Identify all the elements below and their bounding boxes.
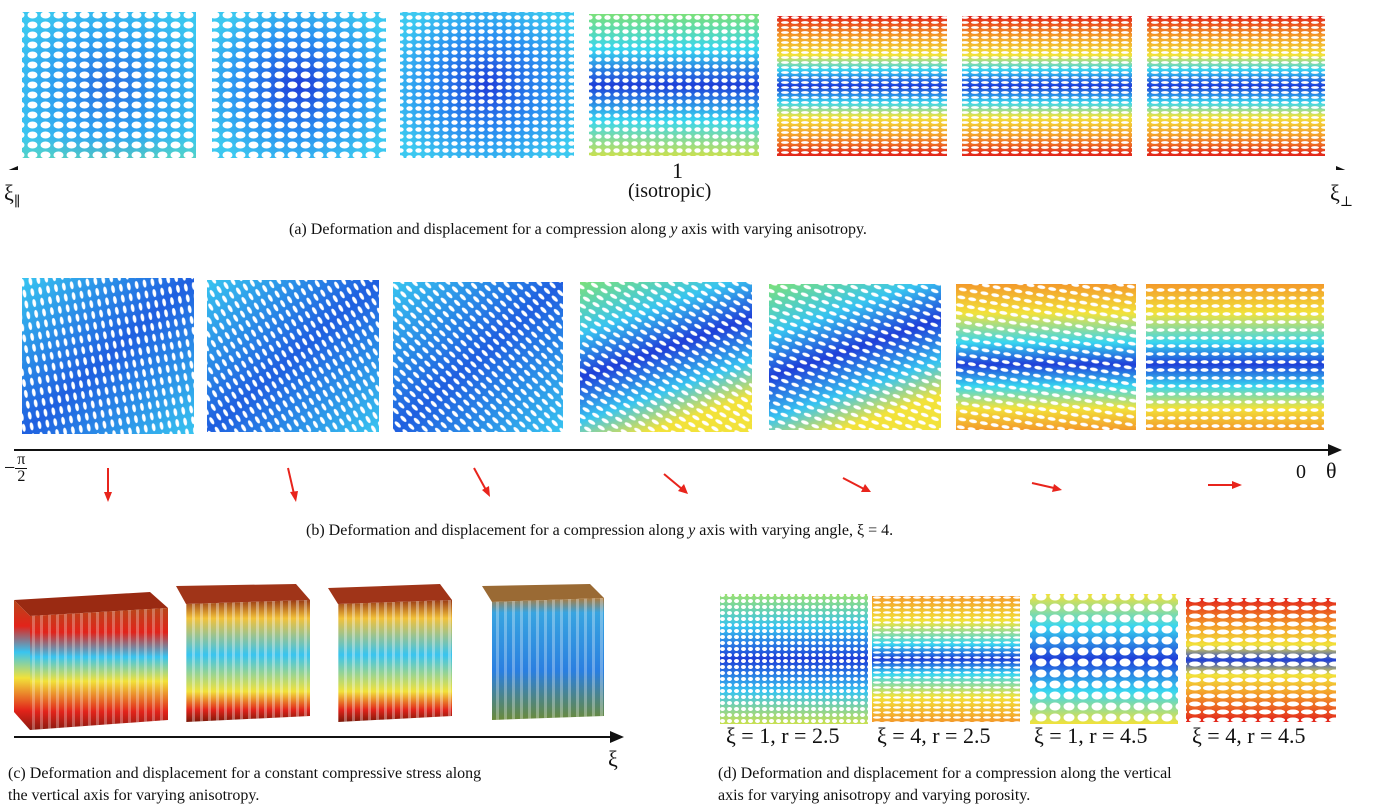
row-d-tile-3: [1030, 594, 1178, 724]
direction-arrow-3: [473, 467, 490, 497]
caption-d: (d) Deformation and displacement for a c…: [718, 763, 1358, 807]
row-b-tile-3: [393, 282, 563, 432]
direction-arrow-7: [1208, 481, 1242, 489]
row-a-tile-1: [22, 12, 196, 158]
row-b-tile-5: [769, 284, 941, 430]
row-a-left-xi: ξ: [4, 180, 14, 205]
row-b-axis: [14, 444, 1342, 456]
row-a-right-sub: ⊥: [1339, 195, 1353, 210]
row-a-tile-5: [777, 16, 947, 156]
row-a-left-sub: ∥: [13, 195, 21, 210]
caption-b-suffix: axis with varying angle, ξ = 4.: [695, 522, 894, 539]
row-b-figure: [14, 278, 1342, 502]
caption-d-line-1: (d) Deformation and displacement for a c…: [718, 765, 1172, 782]
row-b-tile-2: [207, 280, 379, 432]
row-b-tile-7: [1146, 284, 1324, 430]
direction-arrow-4: [663, 473, 688, 494]
row-c-cube-2: [176, 584, 310, 722]
caption-a: (a) Deformation and displacement for a c…: [289, 219, 867, 241]
row-a-tile-2: [212, 12, 386, 158]
row-b-frac-num: π: [15, 451, 28, 469]
direction-arrow-2: [287, 467, 298, 502]
caption-c-line-2: the vertical axis for varying anisotropy…: [8, 787, 260, 804]
direction-arrow-5: [842, 477, 871, 492]
row-a-axis-center-note: (isotropic): [628, 180, 712, 202]
row-a-tile-6: [962, 16, 1132, 156]
row-d-label-3: ξ = 1, r = 4.5: [1034, 723, 1148, 748]
direction-arrow-6: [1031, 482, 1062, 492]
caption-b-prefix: (b) Deformation and displacement for a c…: [306, 522, 689, 539]
row-a-left-symbol: ξ∥: [4, 180, 20, 211]
row-d-label-4: ξ = 4, r = 4.5: [1192, 723, 1306, 748]
row-a-figure: [8, 12, 1346, 170]
row-d-tile-1: [720, 594, 868, 724]
row-b-right-symbol: θ: [1326, 458, 1337, 483]
row-c-cube-1: [14, 592, 168, 730]
row-b-direction-arrows: [104, 467, 1242, 502]
row-c-axis: [14, 731, 624, 743]
caption-b-var: y: [688, 522, 696, 539]
row-b-tile-1: [22, 278, 194, 434]
caption-c: (c) Deformation and displacement for a c…: [8, 763, 648, 807]
row-c-cube-4: [482, 584, 604, 720]
row-d-label-1: ξ = 1, r = 2.5: [726, 723, 840, 748]
caption-b: (b) Deformation and displacement for a c…: [306, 520, 893, 542]
row-a-right-symbol: ξ⊥: [1330, 180, 1353, 211]
row-b-right-value: 0: [1296, 461, 1306, 483]
row-b-tile-4: [580, 282, 752, 432]
row-c-axis-symbol: ξ: [608, 746, 618, 771]
caption-a-prefix: (a) Deformation and displacement for a c…: [289, 221, 671, 238]
row-a-tile-4: [589, 14, 759, 156]
row-a-axis-center-label: 1: [672, 158, 683, 183]
row-b-left-label: − π 2: [4, 451, 28, 485]
row-b-tile-6: [956, 284, 1136, 430]
row-b-minus: −: [4, 457, 16, 479]
caption-d-line-2: axis for varying anisotropy and varying …: [718, 787, 1031, 804]
row-a-right-xi: ξ: [1330, 180, 1340, 205]
row-d-tile-4: [1186, 598, 1336, 722]
row-a-axis: [8, 166, 1346, 170]
direction-arrow-1: [104, 468, 112, 502]
caption-a-var: y: [670, 221, 678, 238]
caption-c-line-1: (c) Deformation and displacement for a c…: [8, 765, 482, 782]
row-a-tile-3: [400, 12, 574, 158]
row-a-tile-7: [1147, 16, 1325, 156]
row-d-tile-2: [872, 596, 1020, 722]
caption-a-suffix: axis with varying anisotropy.: [677, 221, 867, 238]
row-c-figure: [14, 584, 624, 743]
row-b-frac-den: 2: [17, 468, 26, 485]
row-c-cube-3: [328, 584, 452, 722]
row-d-figure: [720, 594, 1336, 724]
row-d-label-2: ξ = 4, r = 2.5: [877, 723, 991, 748]
